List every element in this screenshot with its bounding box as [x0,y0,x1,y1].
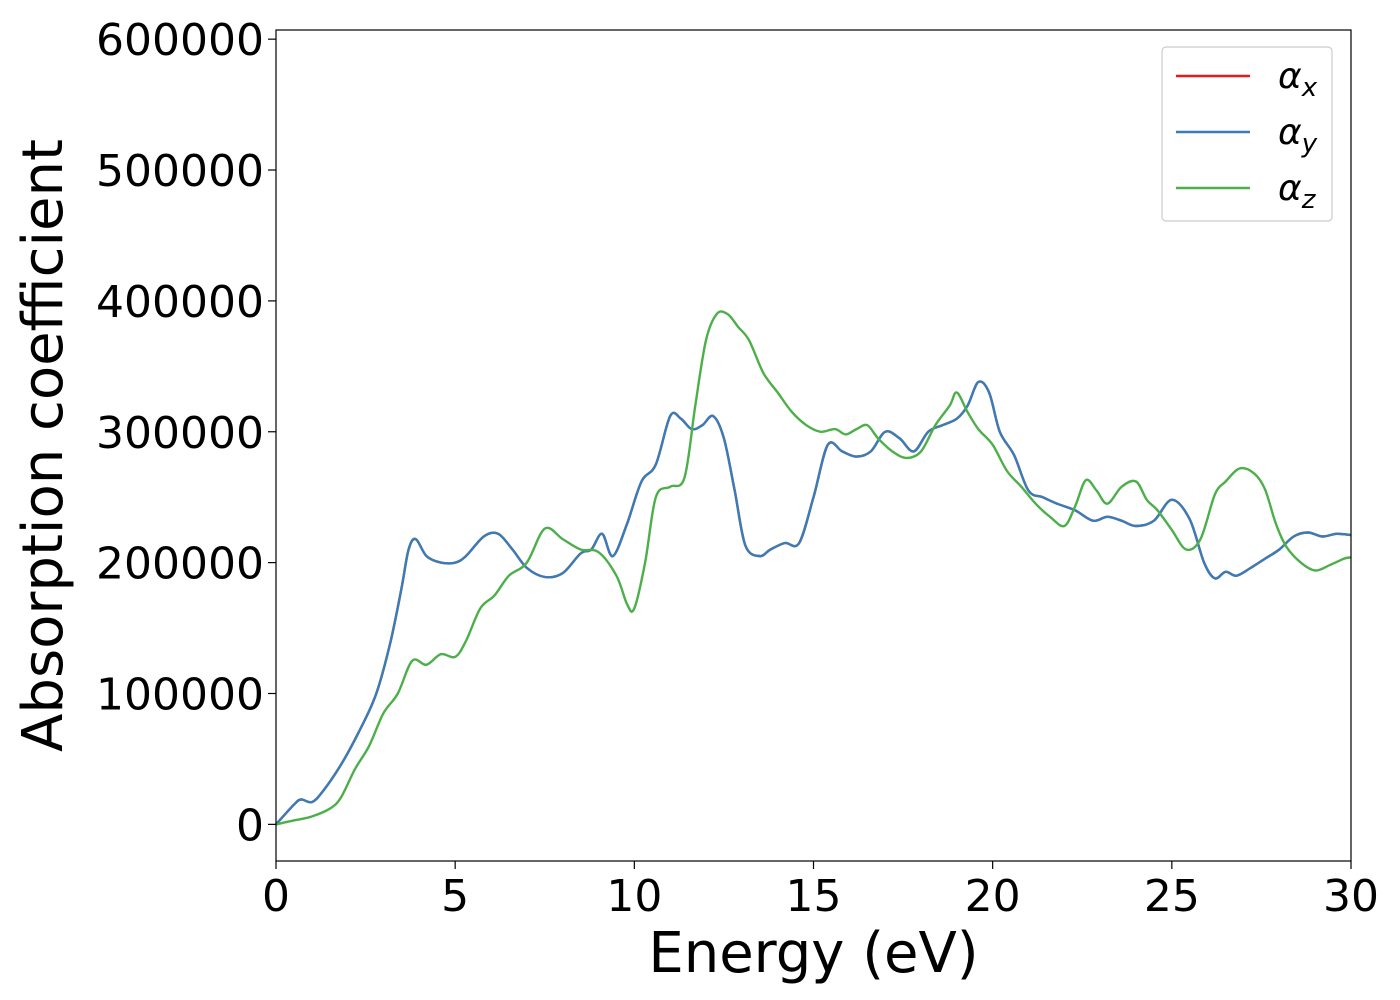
x-axis-ticks: 0 5 10 15 20 25 30 [262,861,1379,922]
y-tick-label: 0 [236,800,264,851]
legend-label-alpha-x: αx [1278,56,1318,103]
series-line-alpha-y [275,380,1352,826]
x-tick-label: 15 [786,871,842,922]
x-tick-label: 0 [262,871,290,922]
y-tick-label: 200000 [96,539,264,590]
y-tick-label: 600000 [96,15,264,66]
series-lines [275,310,1352,826]
series-line-alpha-x [275,380,1352,826]
y-tick-label: 100000 [96,669,264,720]
series-line-alpha-z [275,310,1352,826]
y-axis-title: Absorption coefficient [11,139,76,752]
y-tick-label: 400000 [96,277,264,328]
legend: αx αy αz [1161,46,1333,222]
x-tick-label: 20 [965,871,1021,922]
x-tick-label: 5 [441,871,469,922]
y-tick-label: 500000 [96,146,264,197]
x-tick-label: 30 [1323,871,1379,922]
x-tick-label: 25 [1144,871,1200,922]
legend-label-alpha-z: αz [1278,168,1317,215]
y-tick-label: 300000 [96,408,264,459]
legend-box [1161,46,1333,222]
y-axis-ticks: 0 100000 200000 300000 400000 500000 600000 [96,15,276,851]
legend-label-alpha-y: αy [1278,112,1318,159]
x-axis-title: Energy (eV) [648,921,978,986]
x-tick-label: 10 [606,871,662,922]
plot-frame [275,29,1352,862]
